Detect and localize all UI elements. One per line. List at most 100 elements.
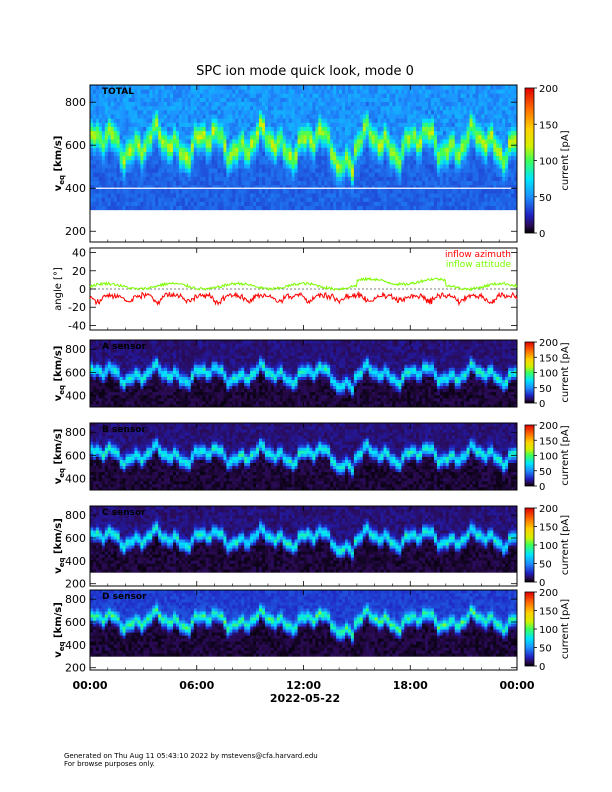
heatmap-cell (407, 85, 411, 90)
heatmap-cell (413, 97, 417, 103)
heatmap-cell (339, 205, 343, 211)
heatmap-cell (285, 122, 290, 127)
heatmap-cell (116, 197, 121, 202)
heatmap-cell (90, 376, 94, 380)
heatmap-cell (401, 109, 405, 115)
heatmap-cell (469, 176, 473, 182)
heatmap-cell (422, 184, 426, 190)
heatmap-cell (113, 97, 118, 103)
heatmap-cell (469, 101, 473, 107)
heatmap-cell (119, 358, 124, 362)
heatmap-cell (466, 201, 470, 206)
heatmap-cell (152, 352, 156, 356)
heatmap-cell (178, 193, 183, 198)
heatmap-cell (276, 188, 281, 194)
heatmap-cell (190, 89, 195, 94)
heatmap-cell (116, 85, 121, 90)
heatmap-cell (175, 172, 180, 177)
heatmap-cell (350, 184, 355, 190)
heatmap-cell (395, 201, 399, 206)
heatmap-cell (164, 130, 168, 136)
heatmap-cell (490, 172, 494, 177)
heatmap-cell (347, 151, 352, 157)
heatmap-cell (439, 164, 444, 169)
heatmap-cell (514, 193, 518, 198)
heatmap-cell (398, 109, 402, 115)
heatmap-cell (193, 143, 198, 148)
heatmap-cell (380, 176, 384, 182)
heatmap-cell (410, 126, 414, 132)
heatmap-cell (137, 361, 141, 365)
heatmap-cell (291, 155, 296, 161)
heatmap-cell (167, 370, 171, 374)
heatmap-cell (439, 97, 444, 103)
heatmap-cell (345, 93, 349, 98)
heatmap-cell (395, 122, 399, 127)
heatmap-cell (184, 172, 189, 177)
heatmap-cell (181, 197, 186, 202)
heatmap-cell (167, 89, 171, 94)
heatmap-cell (330, 197, 334, 202)
heatmap-cell (140, 205, 144, 211)
heatmap-cell (152, 184, 156, 190)
heatmap-cell (294, 168, 298, 173)
heatmap-cell (119, 400, 124, 405)
heatmap-cell (235, 114, 239, 119)
heatmap-cell (395, 85, 399, 90)
heatmap-cell (131, 394, 135, 399)
heatmap-cell (481, 159, 485, 165)
heatmap-cell (312, 193, 316, 198)
heatmap-cell (267, 180, 272, 186)
heatmap-cell (416, 101, 420, 107)
heatmap-cell (208, 151, 212, 157)
heatmap-cell (128, 172, 132, 177)
heatmap-cell (267, 101, 272, 107)
heatmap-cell (137, 172, 141, 177)
heatmap-cell (181, 172, 186, 177)
heatmap-cell (469, 168, 473, 173)
heatmap-cell (392, 130, 396, 136)
heatmap-cell (484, 205, 488, 211)
heatmap-cell (315, 168, 319, 173)
heatmap-cell (339, 155, 343, 161)
heatmap-cell (362, 184, 367, 190)
heatmap-cell (116, 346, 121, 350)
heatmap-cell (149, 379, 153, 384)
heatmap-cell (294, 159, 298, 165)
heatmap-cell (436, 172, 441, 177)
heatmap-cell (158, 201, 162, 206)
heatmap-cell (297, 147, 301, 152)
heatmap-cell (273, 168, 278, 173)
heatmap-cell (487, 101, 491, 107)
heatmap-cell (128, 130, 132, 136)
heatmap-cell (347, 118, 352, 123)
heatmap-cell (466, 97, 470, 103)
heatmap-cell (336, 105, 340, 111)
heatmap-cell (469, 147, 473, 152)
heatmap-cell (116, 205, 121, 211)
heatmap-cell (356, 172, 361, 177)
heatmap-cell (454, 143, 459, 148)
heatmap-cell (374, 89, 379, 94)
heatmap-cell (324, 168, 328, 173)
heatmap-cell (377, 114, 381, 119)
heatmap-cell (442, 101, 447, 107)
heatmap-cell (122, 193, 126, 198)
heatmap-cell (98, 364, 103, 368)
heatmap-cell (481, 89, 485, 94)
heatmap-cell (167, 105, 171, 111)
heatmap-cell (113, 364, 118, 368)
heatmap-cell (309, 201, 313, 206)
heatmap-cell (253, 101, 257, 107)
heatmap-cell (276, 105, 281, 111)
heatmap-cell (463, 159, 467, 165)
heatmap-cell (413, 147, 417, 152)
heatmap-cell (419, 122, 423, 127)
heatmap-cell (175, 97, 180, 103)
heatmap-cell (173, 109, 177, 115)
heatmap-cell (267, 97, 272, 103)
heatmap-cell (190, 197, 195, 202)
heatmap-cell (312, 201, 316, 206)
heatmap-cell (220, 126, 224, 132)
heatmap-cell (250, 151, 254, 157)
